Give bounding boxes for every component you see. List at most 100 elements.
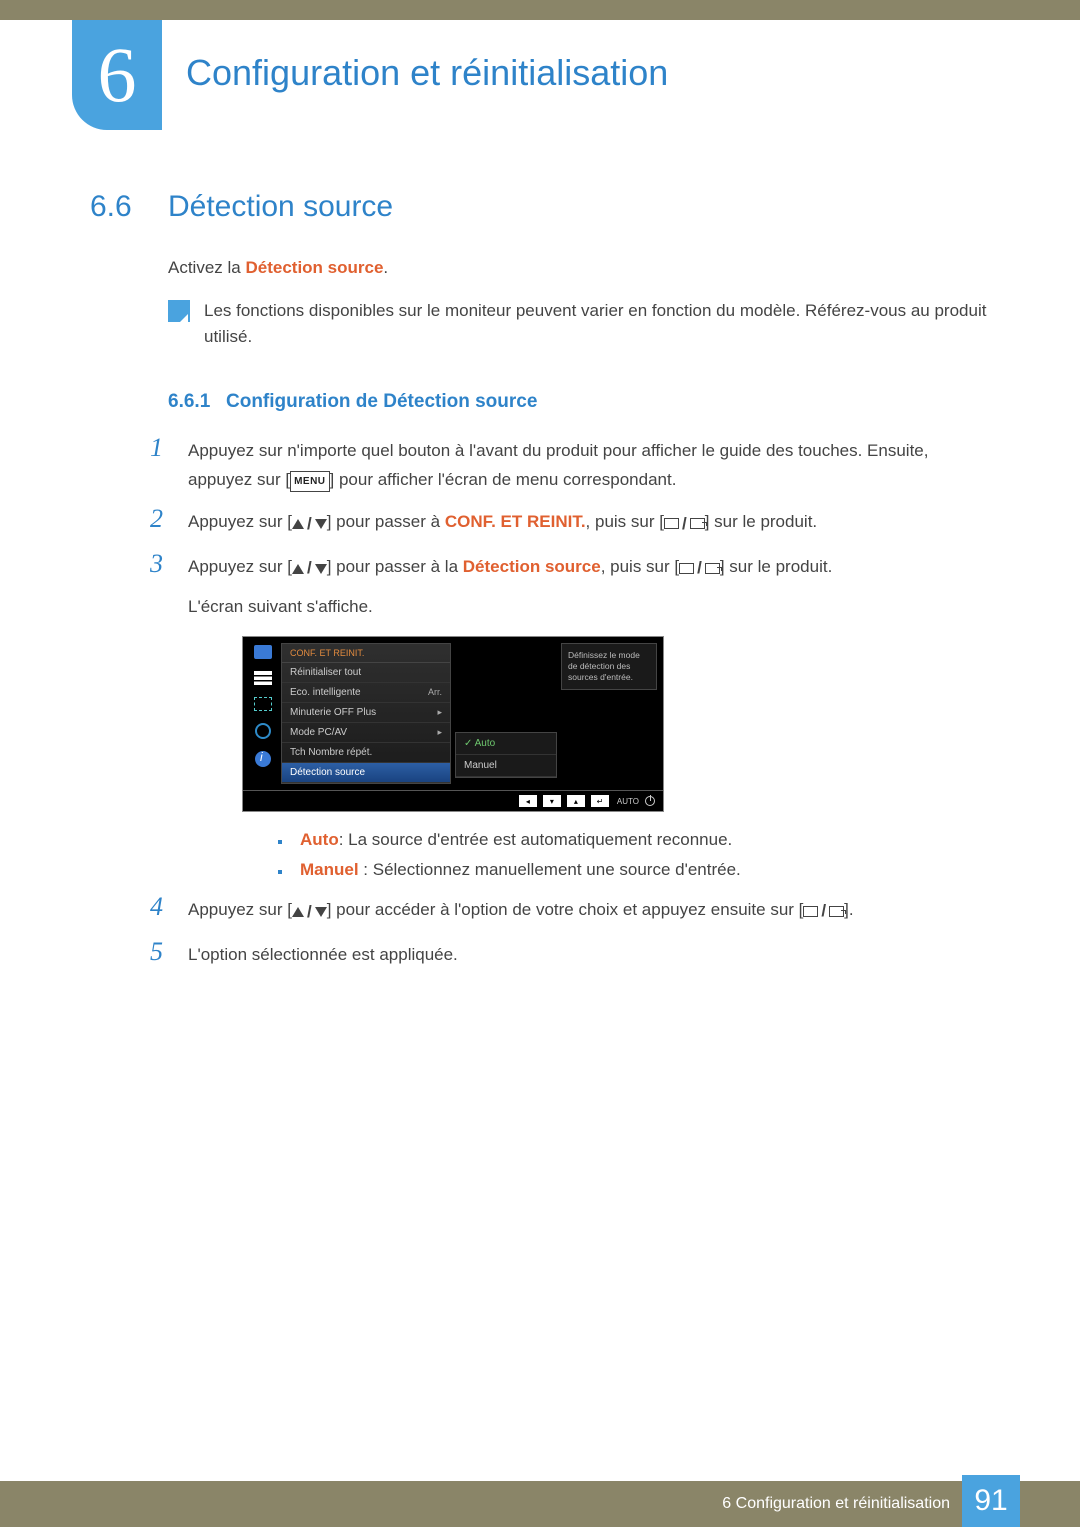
osd-nav-down-icon: ▾ [543,795,561,807]
osd-description: Définissez le mode de détection des sour… [561,643,657,690]
osd-row-label: Minuterie OFF Plus [290,707,376,718]
osd-row-label: Eco. intelligente [290,687,361,698]
section-heading: 6.6 Détection source [90,190,990,224]
text-fragment: ] pour afficher l'écran de menu correspo… [330,470,677,489]
osd-nav-enter-icon: ↵ [591,795,609,807]
osd-auto-label: AUTO [617,797,639,806]
highlight-text: CONF. ET REINIT. [445,512,586,531]
osd-submenu: Auto Manuel [455,732,557,778]
note-block: Les fonctions disponibles sur le moniteu… [168,298,990,351]
text-fragment: Appuyez sur [ [188,900,292,919]
osd-row-label: Mode PC/AV [290,727,347,738]
step-5: 5 L'option sélectionnée est appliquée. [150,941,990,970]
osd-row: Tch Nombre répét. [282,743,450,763]
up-down-icons: / [292,898,327,927]
step-number: 4 [150,894,188,920]
highlight-text: Détection source [463,557,601,576]
note-icon [168,300,190,322]
monitor-icon [254,645,272,659]
osd-nav-left-icon: ◂ [519,795,537,807]
bullet-dot-icon [278,840,282,844]
footer-chapter-title: Configuration et réinitialisation [731,1495,950,1512]
step-tail: L'écran suivant s'affiche. [188,593,990,622]
section-title: Détection source [168,190,393,224]
enter-icons: / [803,897,844,926]
bullet-key: Manuel [300,860,359,879]
bullet-list: Auto: La source d'entrée est automatique… [278,830,990,880]
osd-row-label: Réinitialiser tout [290,667,361,678]
osd-menu-title: CONF. ET REINIT. [282,644,450,663]
osd-row-selected: Détection source [282,763,450,783]
bullet-desc: : La source d'entrée est automatiquement… [339,830,733,849]
section-number: 6.6 [90,190,168,224]
osd-sidebar-icons [249,643,277,784]
step-number: 1 [150,435,188,461]
osd-row-label: Tch Nombre répét. [290,747,372,758]
top-bar [0,0,1080,20]
slash: / [307,554,312,583]
osd-row-value: ▸ [437,707,442,718]
step-2: 2 Appuyez sur [/] pour passer à CONF. ET… [150,508,990,538]
text-fragment: ] pour passer à [327,512,445,531]
step-text: Appuyez sur n'importe quel bouton à l'av… [188,437,990,495]
gear-icon [255,723,271,739]
triangle-down-icon [315,564,327,574]
enter-icons: / [679,554,720,583]
osd-row: Eco. intelligenteArr. [282,683,450,703]
osd-row-value: ▸ [437,727,442,738]
osd-nav-up-icon: ▴ [567,795,585,807]
intro-highlight: Détection source [245,258,383,277]
triangle-down-icon [315,907,327,917]
slash: / [682,510,687,539]
osd-menu: CONF. ET REINIT. Réinitialiser tout Eco.… [281,643,451,784]
osd-row: Réinitialiser tout [282,663,450,683]
osd-submenu-selected: Auto [456,733,556,755]
osd-row: Mode PC/AV ▸ [282,723,450,743]
intro-suffix: . [383,258,388,277]
text-fragment: , puis sur [ [586,512,664,531]
step-number: 5 [150,939,188,965]
chapter-badge: 6 [72,20,162,130]
osd-footer: ◂ ▾ ▴ ↵ AUTO [243,790,663,811]
expand-icon [254,697,272,711]
info-icon [255,751,271,767]
footer-chapter-number: 6 [722,1495,731,1512]
step-text: Appuyez sur [/] pour passer à CONF. ET R… [188,508,990,538]
step-4: 4 Appuyez sur [/] pour accéder à l'optio… [150,896,990,926]
power-icon [645,796,655,806]
rect-icon [664,518,679,529]
bars-icon [254,671,272,685]
menu-button-label: MENU [290,471,329,492]
footer-page-number: 91 [962,1475,1020,1527]
page-footer: 6 Configuration et réinitialisation 91 [0,1481,1080,1527]
up-down-icons: / [292,554,327,583]
rect-enter-icon [829,906,844,917]
text-fragment: ] pour accéder à l'option de votre choix… [327,900,804,919]
bullet-dot-icon [278,870,282,874]
osd-row: Minuterie OFF Plus ▸ [282,703,450,723]
osd-screenshot: CONF. ET REINIT. Réinitialiser tout Eco.… [242,636,990,812]
rect-icon [803,906,818,917]
chapter-number: 6 [98,30,137,120]
subsection-number: 6.6.1 [168,391,226,413]
step-number: 2 [150,506,188,532]
chapter-header: 6 Configuration et réinitialisation [0,20,1080,130]
bullet-item: Auto: La source d'entrée est automatique… [278,830,990,850]
slash: / [697,554,702,583]
step-text: L'option sélectionnée est appliquée. [188,941,990,970]
step-text: Appuyez sur [/] pour accéder à l'option … [188,896,990,926]
osd-row-label: Détection source [290,767,365,778]
subsection-title: Configuration de Détection source [226,391,537,413]
intro-text: Activez la Détection source. [168,258,990,278]
page-content: 6.6 Détection source Activez la Détectio… [0,130,1080,970]
osd-panel: CONF. ET REINIT. Réinitialiser tout Eco.… [242,636,664,812]
text-fragment: , puis sur [ [601,557,679,576]
step-list: 1 Appuyez sur n'importe quel bouton à l'… [150,437,990,970]
rect-enter-icon [705,563,720,574]
osd-submenu-option: Manuel [456,755,556,777]
bullet-key: Auto [300,830,339,849]
slash: / [307,510,312,539]
triangle-up-icon [292,519,304,529]
bullet-desc: : Sélectionnez manuellement une source d… [359,860,741,879]
bullet-text: Auto: La source d'entrée est automatique… [300,830,732,850]
